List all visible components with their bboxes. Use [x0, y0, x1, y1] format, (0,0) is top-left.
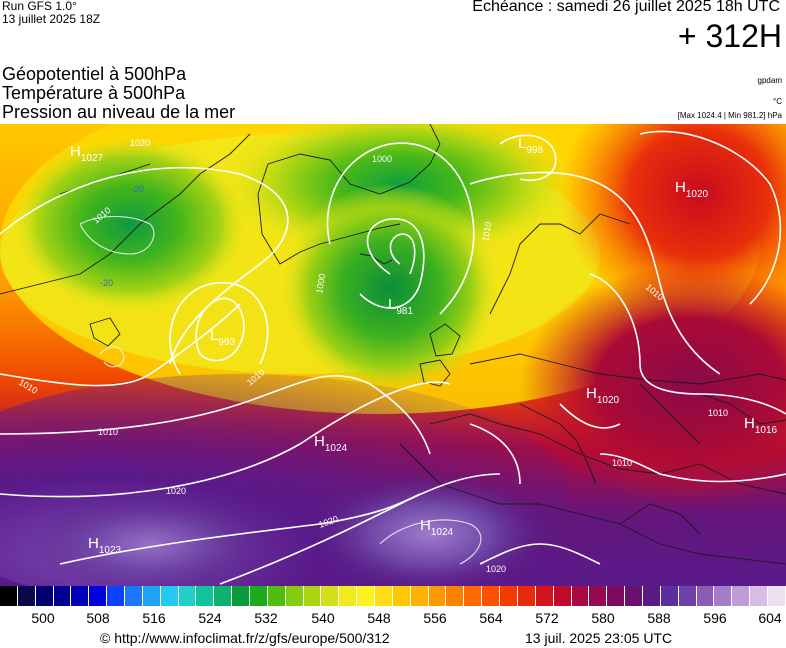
- color-swatch: [607, 586, 626, 606]
- color-swatch: [35, 586, 54, 606]
- color-swatch: [589, 586, 608, 606]
- color-swatch: [750, 586, 768, 606]
- color-swatch: [339, 586, 358, 606]
- color-swatch: [250, 586, 268, 606]
- color-swatch: [625, 586, 643, 606]
- field-pressure-label: Pression au niveau de la mer: [2, 102, 236, 122]
- pressure-center: H1016: [744, 415, 778, 436]
- color-swatch: [267, 586, 286, 606]
- isotherm-label: -20: [100, 278, 113, 288]
- generated-time: 13 juil. 2025 23:05 UTC: [525, 630, 673, 646]
- scale-tick: 548: [367, 610, 391, 626]
- unit-geopotential: gpdam: [757, 76, 782, 85]
- scale-tick: 564: [479, 610, 503, 626]
- pressure-center: H1024: [420, 517, 454, 538]
- color-swatch: [642, 586, 661, 606]
- isobar-label: 1010: [98, 427, 118, 437]
- pressure-center: L993: [210, 327, 235, 348]
- color-swatch: [714, 586, 733, 606]
- color-swatch: [0, 586, 18, 606]
- scale-tick: 532: [254, 610, 278, 626]
- isobars: [0, 130, 786, 585]
- color-swatch: [517, 586, 536, 606]
- color-swatch: [410, 586, 429, 606]
- color-swatch: [321, 586, 340, 606]
- coastlines: [0, 124, 786, 565]
- color-scale-ticks: 500 508 516 524 532 540 548 556 564 572 …: [0, 608, 786, 628]
- color-swatch: [696, 586, 715, 606]
- color-swatch: [303, 586, 322, 606]
- scale-tick: 604: [758, 610, 782, 626]
- credit-link[interactable]: © http://www.infoclimat.fr/z/gfs/europe/…: [100, 630, 390, 646]
- run-title: Run GFS 1.0°: [2, 0, 77, 13]
- forecast-valid-time: Echéance : samedi 26 juillet 2025 18h UT…: [472, 0, 780, 15]
- color-swatch: [178, 586, 197, 606]
- scale-tick: 540: [311, 610, 335, 626]
- weather-map: 1020 1000 1010 1000 1010 1010 1010 1010 …: [0, 124, 786, 586]
- color-swatch: [392, 586, 411, 606]
- pressure-centers: H1027 L998 H1020 L981 L993 H1024 H1020 H…: [70, 135, 778, 556]
- color-swatch: [482, 586, 501, 606]
- isobar-label: 1000: [372, 154, 392, 164]
- color-swatch: [464, 586, 483, 606]
- color-swatch: [500, 586, 518, 606]
- field-temperature-label: Température à 500hPa: [2, 83, 186, 103]
- color-swatch: [89, 586, 108, 606]
- color-swatch: [125, 586, 143, 606]
- color-swatch: [553, 586, 572, 606]
- lead-time: + 312H: [677, 18, 782, 54]
- color-swatch: [571, 586, 590, 606]
- color-swatch: [71, 586, 90, 606]
- pressure-center: H1027: [70, 143, 104, 164]
- color-swatch: [142, 586, 161, 606]
- unit-temperature: °C: [773, 97, 782, 106]
- isobar-label: 1000: [314, 273, 327, 294]
- isotherm-label: -20: [131, 184, 144, 194]
- run-date: 13 juillet 2025 18Z: [2, 12, 101, 26]
- isobar-label: 1020: [130, 138, 150, 148]
- pressure-center: L981: [388, 296, 413, 317]
- color-swatch: [535, 586, 554, 606]
- color-swatch: [196, 586, 215, 606]
- isobar-label: 1010: [612, 458, 632, 468]
- field-geopotential-label: Géopotentiel à 500hPa: [2, 64, 187, 84]
- scale-tick: 596: [703, 610, 727, 626]
- color-swatch: [732, 586, 751, 606]
- color-swatch: [17, 586, 36, 606]
- color-swatch: [678, 586, 697, 606]
- color-swatch: [357, 586, 376, 606]
- isotherm-labels: -20 -20: [100, 184, 144, 288]
- scale-tick: 524: [198, 610, 222, 626]
- pressure-range: [Max 1024.4 | Min 981.2] hPa: [677, 111, 782, 120]
- scale-tick: 580: [591, 610, 615, 626]
- color-swatch: [767, 586, 786, 606]
- color-swatch: [53, 586, 72, 606]
- isobar-label: 1010: [480, 221, 493, 242]
- scale-tick: 588: [647, 610, 671, 626]
- isobar-label: 1020: [166, 486, 186, 496]
- pressure-center: H1020: [675, 179, 709, 200]
- color-swatch: [428, 586, 447, 606]
- pressure-center: H1024: [314, 433, 348, 454]
- color-scale: [0, 586, 786, 606]
- scale-tick: 572: [535, 610, 559, 626]
- pressure-center: H1020: [586, 385, 620, 406]
- pressure-center: L998: [518, 135, 543, 156]
- scale-tick: 508: [86, 610, 110, 626]
- color-swatch: [285, 586, 304, 606]
- color-swatch: [232, 586, 251, 606]
- isobar-label: 1020: [486, 564, 506, 574]
- scale-tick: 556: [423, 610, 447, 626]
- scale-tick: 500: [31, 610, 55, 626]
- isobar-label: 1010: [708, 408, 728, 418]
- scale-tick: 516: [142, 610, 166, 626]
- color-swatch: [660, 586, 679, 606]
- pressure-center: H1023: [88, 535, 122, 556]
- color-swatch: [375, 586, 393, 606]
- color-swatch: [214, 586, 233, 606]
- color-swatch: [446, 586, 465, 606]
- color-swatch: [107, 586, 126, 606]
- color-swatch: [160, 586, 179, 606]
